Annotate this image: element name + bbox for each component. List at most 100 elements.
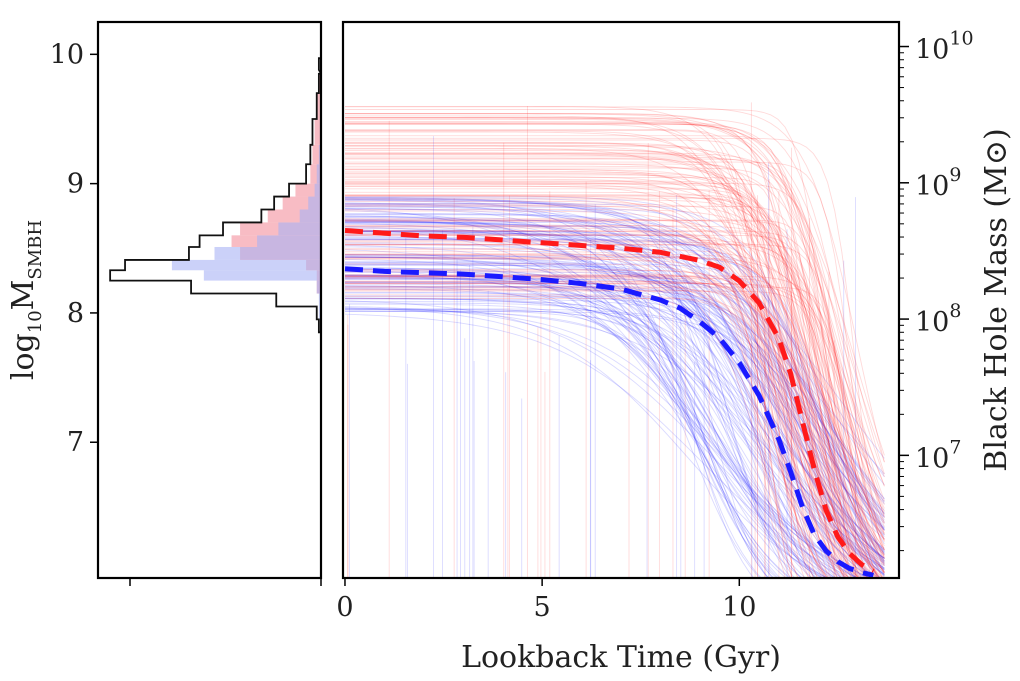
growth-track [344,202,885,540]
growth-track [345,157,885,463]
growth-track [345,238,885,576]
growth-track [345,163,818,578]
growth-track [345,122,885,540]
growth-track [344,307,829,578]
growth-track [345,188,869,578]
growth-track [345,269,881,578]
growth-track [345,117,885,519]
growth-track [344,210,885,570]
growth-track [345,257,868,578]
growth-track [345,197,885,531]
growth-track [345,204,885,571]
growth-track [344,288,881,578]
x-axis-ticks: 0 5 10 [336,578,756,623]
growth-track [345,220,867,578]
growth-tracks [344,102,885,578]
histogram-bar-red [316,93,321,119]
growth-track [345,230,885,570]
growth-track [345,290,869,578]
growth-track [345,178,829,578]
growth-track [345,257,885,561]
growth-track [345,219,860,578]
growth-track [345,295,810,578]
growth-track [345,221,885,554]
growth-track [345,262,755,578]
growth-track [345,145,885,541]
growth-track [345,105,860,578]
growth-track [344,256,885,475]
growth-track [345,161,885,574]
growth-track [345,173,881,578]
growth-track [345,186,885,542]
histogram-bar-blue [316,280,321,294]
growth-track [345,231,881,578]
growth-track [344,198,804,578]
growth-track [345,203,885,562]
growth-track [345,263,885,573]
growth-track [345,277,838,578]
growth-track [345,275,848,578]
growth-track [345,308,818,578]
growth-track [345,277,792,578]
growth-track [345,203,885,569]
growth-track [344,220,885,518]
growth-track [344,258,824,578]
growth-track [345,121,885,574]
growth-track [345,152,885,524]
growth-track [345,289,885,556]
growth-track [345,150,815,578]
growth-track [345,244,793,578]
growth-track [344,216,885,559]
growth-track [345,260,838,578]
growth-track [345,269,857,578]
growth-track [345,152,828,578]
median-lines [344,228,875,578]
growth-track [345,238,885,566]
growth-track [345,113,885,574]
growth-track [345,287,826,578]
histogram-bar-blue [171,259,321,271]
growth-track [345,243,878,578]
growth-track [345,156,885,550]
growth-track [345,180,860,578]
growth-track [345,282,885,574]
growth-track [345,154,805,578]
growth-track [344,307,859,578]
growth-track [345,130,850,578]
right-y-tick-label: 109 [915,164,961,202]
growth-track [345,286,840,578]
growth-track [345,142,879,578]
growth-track [345,286,885,574]
growth-track [345,225,871,578]
growth-track [345,275,856,578]
growth-track [345,154,885,551]
growth-track [345,181,877,578]
growth-track [345,131,885,559]
growth-track [345,244,852,578]
growth-track [345,165,881,578]
growth-track [345,199,885,565]
growth-track [345,254,850,578]
growth-track [345,269,881,578]
growth-track [345,227,885,578]
growth-track [345,198,885,538]
growth-track [345,248,885,557]
growth-track [345,263,847,578]
growth-track [345,209,885,541]
growth-track [344,274,834,578]
growth-track [345,255,885,565]
growth-track [345,256,885,536]
histogram-y-tick-label: 9 [67,169,84,200]
histogram-bar-blue [214,246,321,260]
growth-track [345,231,882,578]
growth-track [345,115,850,578]
growth-track [345,183,879,578]
growth-track [345,310,775,578]
growth-track [345,308,827,578]
growth-track [345,241,826,578]
growth-track [345,281,761,578]
growth-track [345,215,885,502]
x-tick-label: 10 [722,592,756,623]
growth-track [344,229,813,578]
